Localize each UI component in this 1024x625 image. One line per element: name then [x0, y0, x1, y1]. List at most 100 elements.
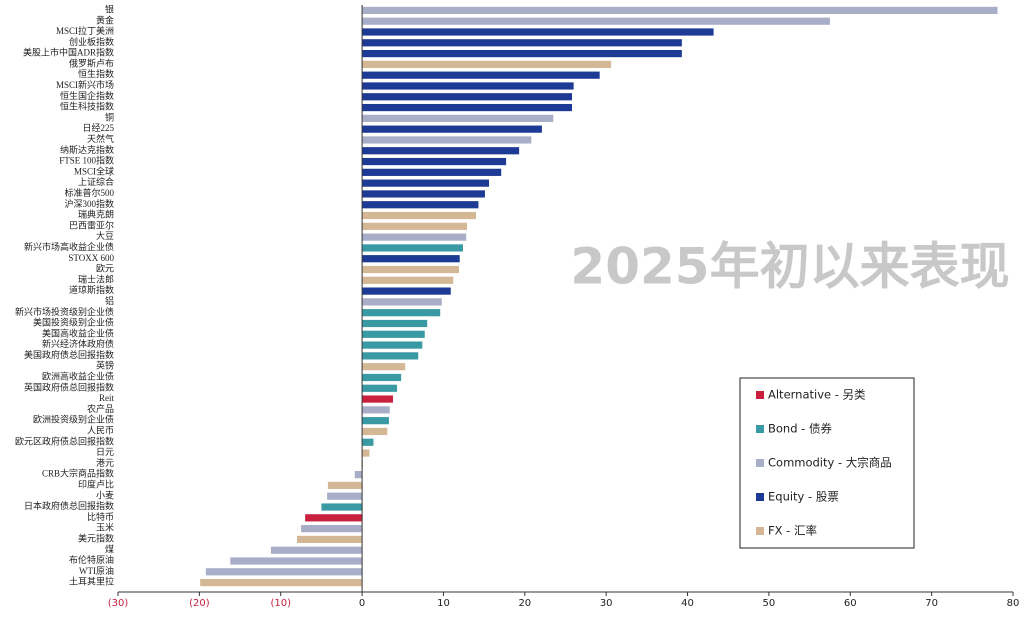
- bar: [362, 93, 573, 101]
- legend-swatch: [756, 493, 764, 501]
- bar: [362, 82, 574, 90]
- y-tick-label: 铝: [105, 295, 114, 306]
- y-tick-label: 美国高收益企业债: [42, 327, 114, 338]
- bar: [362, 319, 428, 328]
- bar: [362, 125, 542, 133]
- x-tick-label: 50: [763, 598, 776, 609]
- bar: [362, 341, 423, 349]
- bar: [362, 17, 830, 25]
- y-tick-label: 铜: [105, 111, 114, 122]
- bar: [362, 168, 502, 176]
- bar: [362, 39, 682, 47]
- bar: [362, 28, 714, 36]
- legend-box: [739, 377, 915, 549]
- bar: [362, 190, 485, 198]
- bar: [305, 514, 363, 522]
- bar: [362, 211, 476, 220]
- y-tick-label: 欧洲高收益企业债: [42, 371, 114, 382]
- bar: [362, 427, 388, 436]
- bar: [354, 471, 363, 479]
- y-tick-label: 创业板指数: [69, 36, 114, 47]
- bar: [362, 255, 460, 263]
- bar: [362, 287, 451, 295]
- bar: [362, 330, 425, 338]
- x-tick-label: (10): [270, 598, 291, 609]
- bar: [362, 179, 490, 187]
- bar: [362, 201, 479, 209]
- bar: [362, 114, 554, 122]
- legend-swatch: [756, 391, 764, 399]
- y-tick-label: 瑞士法郎: [78, 273, 114, 284]
- y-tick-label: 人民币: [87, 426, 114, 436]
- bar: [362, 363, 406, 371]
- x-tick-label: 60: [844, 598, 857, 609]
- y-tick-label: 纳斯达克指数: [60, 144, 114, 155]
- y-tick-label: MSCI全球: [74, 165, 114, 176]
- bar: [327, 481, 363, 490]
- bar: [362, 373, 402, 382]
- bar: [362, 244, 463, 252]
- bar: [362, 406, 390, 414]
- y-tick-label: 恒生科技指数: [60, 101, 114, 112]
- y-tick-label: 恒生国企指数: [60, 90, 114, 101]
- y-tick-label: 港元: [96, 457, 114, 468]
- y-tick-label: MSCI新兴市场: [56, 79, 114, 90]
- bar: [270, 546, 363, 554]
- y-tick-label: CRB大宗商品指数: [42, 468, 114, 479]
- y-tick-label: 大豆: [96, 230, 114, 241]
- y-tick-label: 新兴市场投资级别企业债: [15, 306, 114, 317]
- bar: [362, 71, 600, 79]
- bar: [297, 535, 363, 544]
- bar: [362, 265, 459, 274]
- bar: [362, 147, 520, 155]
- bar: [362, 222, 468, 230]
- bar: [362, 157, 507, 166]
- y-tick-label: 日本政府债总回报指数: [24, 500, 114, 511]
- y-tick-label: 欧元: [96, 263, 114, 274]
- x-tick-label: 10: [437, 598, 450, 609]
- y-tick-label: 黄金: [96, 14, 114, 25]
- chart-title: 2025年初以来表现: [570, 238, 1009, 296]
- y-tick-label: 俄罗斯卢布: [69, 57, 114, 68]
- y-tick-label: 道琼斯指数: [69, 284, 114, 295]
- y-tick-label: 英镑: [96, 360, 114, 371]
- bar: [362, 276, 454, 284]
- bar: [230, 557, 363, 565]
- legend-label: Alternative - 另类: [768, 388, 866, 402]
- y-tick-label: STOXX 600: [68, 253, 114, 263]
- y-tick-label: 银: [105, 3, 114, 14]
- x-tick-label: 80: [1007, 598, 1020, 609]
- legend-label: Equity - 股票: [768, 490, 839, 504]
- y-tick-label: 英国政府债总回报指数: [24, 381, 114, 392]
- legend-swatch: [756, 459, 764, 467]
- y-tick-label: 美股上市中国ADR指数: [23, 47, 114, 58]
- y-tick-label: FTSE 100指数: [59, 155, 114, 166]
- bar: [362, 298, 442, 306]
- y-tick-label: 比特币: [87, 511, 114, 522]
- y-tick-label: 新兴市场高收益企业债: [24, 241, 114, 252]
- legend-label: Commodity - 大宗商品: [768, 456, 892, 470]
- bar: [362, 309, 441, 317]
- y-tick-label: 沪深300指数: [64, 198, 114, 209]
- y-tick-label: 恒生指数: [78, 68, 114, 79]
- x-tick-label: (30): [108, 598, 129, 609]
- y-tick-label: 天然气: [87, 133, 114, 144]
- bar: [362, 49, 682, 58]
- y-tick-label: 新兴经济体政府债: [42, 338, 114, 349]
- x-tick-label: 70: [925, 598, 938, 609]
- bar: [301, 525, 363, 533]
- bar: [362, 449, 370, 457]
- bar: [200, 579, 363, 587]
- y-tick-label: Reit: [99, 393, 114, 403]
- legend-swatch: [756, 527, 764, 535]
- y-tick-label: 日经225: [82, 122, 114, 133]
- x-tick-label: 0: [359, 598, 365, 609]
- bar: [362, 395, 394, 403]
- y-tick-label: 日元: [96, 447, 114, 457]
- y-tick-label: 美元指数: [78, 532, 114, 543]
- y-tick-label: 巴西雷亚尔: [69, 219, 114, 230]
- y-tick-label: 煤: [105, 543, 114, 554]
- y-tick-label: 印度卢比: [78, 478, 114, 489]
- bar: [327, 492, 363, 500]
